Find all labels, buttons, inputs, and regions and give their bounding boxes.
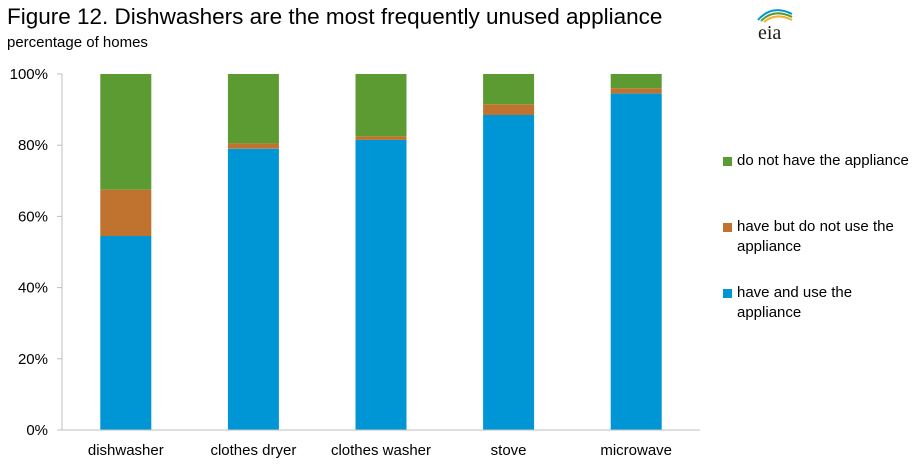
y-tick-label-40pct: 40% — [18, 280, 48, 297]
bar-unused-clothes-washer — [355, 136, 407, 140]
x-tick-label-clothes-washer: clothes washer — [331, 442, 431, 459]
bar-unused-microwave — [610, 88, 662, 94]
legend-swatch-do-not-have — [723, 157, 732, 166]
x-tick-label-clothes-dryer: clothes dryer — [210, 442, 296, 459]
eia-logo-icon: eia — [757, 9, 793, 44]
bar-use-clothes-washer — [355, 139, 407, 430]
legend-swatch-have-not-use — [723, 223, 732, 232]
bar-use-dishwasher — [100, 236, 152, 430]
y-tick-label-0pct: 0% — [26, 422, 48, 439]
bar-unused-clothes-dryer — [227, 143, 279, 149]
bar-none-stove — [483, 74, 535, 105]
y-tick-label-100pct: 100% — [10, 66, 48, 83]
bar-none-clothes-washer — [355, 74, 407, 137]
x-tick-label-stove: stove — [491, 442, 527, 459]
y-tick-label-60pct: 60% — [18, 208, 48, 225]
bar-use-clothes-dryer — [227, 148, 279, 431]
legend-swatch-have-and-use — [723, 289, 732, 298]
eia-logo-text: eia — [758, 22, 781, 42]
y-tick-label-20pct: 20% — [18, 351, 48, 368]
bar-none-clothes-dryer — [227, 74, 279, 144]
y-tick-label-80pct: 80% — [18, 137, 48, 154]
bar-unused-dishwasher — [100, 189, 152, 236]
legend-label-have-not-use: have but do not use the appliance — [737, 218, 894, 255]
x-tick-label-dishwasher: dishwasher — [88, 442, 164, 459]
bar-none-dishwasher — [100, 74, 152, 190]
x-tick-label-microwave: microwave — [600, 442, 672, 459]
bar-unused-stove — [483, 104, 535, 115]
bar-use-microwave — [610, 93, 662, 430]
bar-use-stove — [483, 114, 535, 431]
legend-label-do-not-have: do not have the appliance — [737, 152, 909, 169]
chart-title: Figure 12. Dishwashers are the most freq… — [7, 4, 663, 29]
bar-none-microwave — [610, 74, 662, 89]
legend-label-have-and-use: have and use the appliance — [737, 284, 853, 321]
eia-logo: eia — [752, 6, 800, 44]
chart-subtitle: percentage of homes — [7, 34, 148, 51]
